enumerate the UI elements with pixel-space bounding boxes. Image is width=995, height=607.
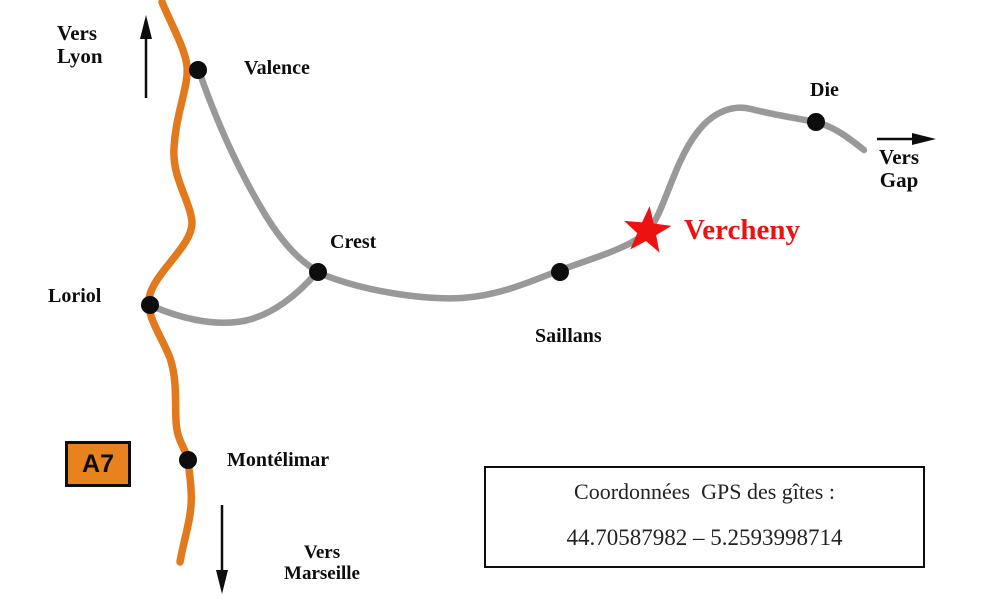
town-label-montelimar: Montélimar [227, 449, 330, 471]
sign-vers-gap: Vers Gap [869, 146, 929, 192]
sign-vers-lyon: Vers Lyon [57, 22, 103, 68]
town-label-die: Die [810, 79, 839, 101]
gps-coordinates-box: Coordonnées GPS des gîtes : 44.70587982 … [484, 466, 925, 568]
destination-label-vercheny: Vercheny [684, 214, 800, 246]
sign-vers-marseille: Vers Marseille [272, 542, 372, 584]
gps-box-coordinates: 44.70587982 – 5.2593998714 [566, 525, 843, 550]
town-dot-loriol [141, 296, 159, 314]
town-dot-saillans [551, 263, 569, 281]
road-crest-saillans-die [315, 104, 868, 302]
town-dot-montelimar [179, 451, 197, 469]
sign-vers-gap-line2: Gap [879, 168, 919, 192]
town-dot-valence [189, 61, 207, 79]
sign-vers-lyon-line1: Vers [57, 21, 98, 45]
a7-highway-badge: A7 [65, 441, 131, 487]
town-label-crest: Crest [330, 231, 377, 253]
highway-a7-road [145, 0, 196, 566]
sign-vers-marseille-line1: Vers [303, 542, 341, 563]
arrow-south-marseille [216, 505, 228, 594]
arrow-north-lyon [140, 15, 152, 98]
vercheny-star-marker [624, 206, 672, 253]
town-dot-crest [309, 263, 327, 281]
road-valence-crest [195, 67, 321, 275]
a7-highway-badge-text: A7 [82, 449, 114, 478]
town-dot-die [807, 113, 825, 131]
road-loriol-crest [148, 268, 321, 326]
town-label-valence: Valence [244, 57, 310, 79]
sign-vers-lyon-line2: Lyon [57, 44, 103, 68]
town-label-loriol: Loriol [48, 285, 102, 307]
town-label-saillans: Saillans [535, 325, 602, 347]
arrow-east-gap [877, 133, 936, 145]
gps-box-title: Coordonnées GPS des gîtes : [574, 479, 835, 504]
sign-vers-marseille-line2: Marseille [284, 563, 360, 584]
sign-vers-gap-line1: Vers [878, 145, 920, 169]
